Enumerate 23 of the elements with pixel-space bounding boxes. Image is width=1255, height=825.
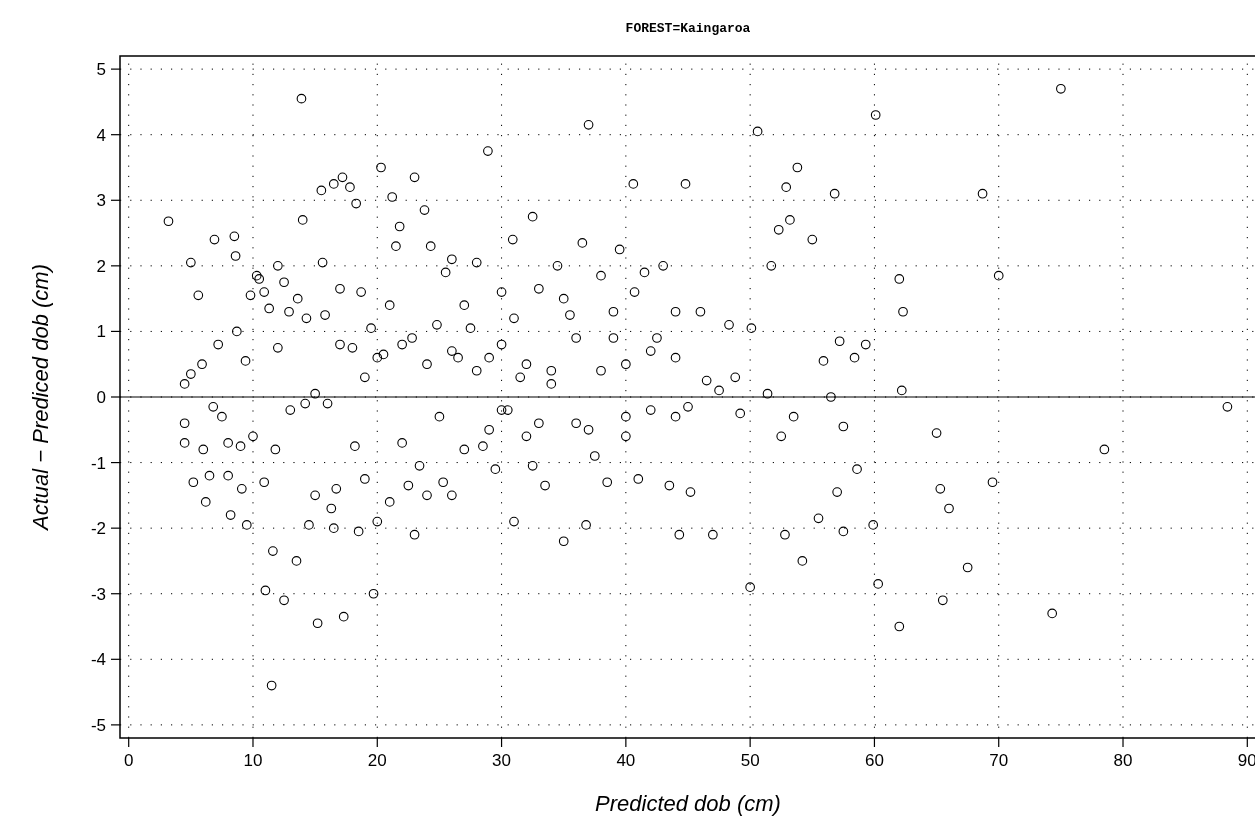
x-tick-label: 0	[123, 751, 134, 770]
y-axis-title: Actual − Prediced dob (cm)	[28, 264, 53, 532]
y-tick-label: -1	[90, 453, 106, 473]
x-tick-label: 70	[989, 751, 1009, 770]
x-tick-label: 40	[616, 751, 636, 770]
x-tick-label: 10	[243, 751, 263, 770]
y-tick-label: -4	[90, 650, 106, 670]
x-tick-label: 60	[864, 751, 884, 770]
y-tick-label: -2	[90, 519, 106, 539]
y-tick-label: -5	[90, 715, 106, 735]
x-tick-label: 20	[367, 751, 387, 770]
x-tick-label: 50	[740, 751, 760, 770]
y-tick-label: 2	[96, 256, 106, 276]
x-tick-label: 30	[492, 751, 512, 770]
y-tick-label: 5	[96, 60, 106, 80]
y-tick-label: 1	[96, 322, 106, 342]
y-tick-label: 4	[96, 125, 106, 145]
y-tick-label: -3	[90, 584, 106, 604]
chart-title: FOREST=Kaingaroa	[625, 21, 751, 36]
y-tick-label: 3	[96, 191, 106, 211]
x-axis-title: Predicted dob (cm)	[595, 791, 781, 816]
y-tick-label: 0	[96, 388, 106, 407]
x-tick-label: 80	[1113, 751, 1133, 770]
